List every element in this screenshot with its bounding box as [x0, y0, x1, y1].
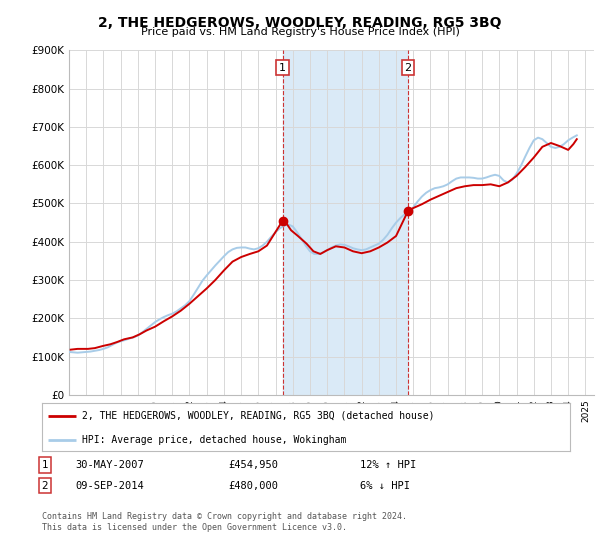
Text: 1: 1 [41, 460, 49, 470]
Text: 2: 2 [41, 480, 49, 491]
Text: £480,000: £480,000 [228, 480, 278, 491]
Bar [283, 50, 408, 395]
Text: HPI: Average price, detached house, Wokingham: HPI: Average price, detached house, Woki… [82, 435, 346, 445]
Text: Contains HM Land Registry data © Crown copyright and database right 2024.
This d: Contains HM Land Registry data © Crown c… [42, 512, 407, 532]
Text: £454,950: £454,950 [228, 460, 278, 470]
Text: Price paid vs. HM Land Registry's House Price Index (HPI): Price paid vs. HM Land Registry's House … [140, 27, 460, 37]
Text: 6% ↓ HPI: 6% ↓ HPI [360, 480, 410, 491]
Text: 2: 2 [404, 63, 412, 73]
Text: 1: 1 [279, 63, 286, 73]
Text: 12% ↑ HPI: 12% ↑ HPI [360, 460, 416, 470]
Text: 2, THE HEDGEROWS, WOODLEY, READING, RG5 3BQ (detached house): 2, THE HEDGEROWS, WOODLEY, READING, RG5 … [82, 410, 434, 421]
Text: 30-MAY-2007: 30-MAY-2007 [75, 460, 144, 470]
Text: 2, THE HEDGEROWS, WOODLEY, READING, RG5 3BQ: 2, THE HEDGEROWS, WOODLEY, READING, RG5 … [98, 16, 502, 30]
Text: 09-SEP-2014: 09-SEP-2014 [75, 480, 144, 491]
